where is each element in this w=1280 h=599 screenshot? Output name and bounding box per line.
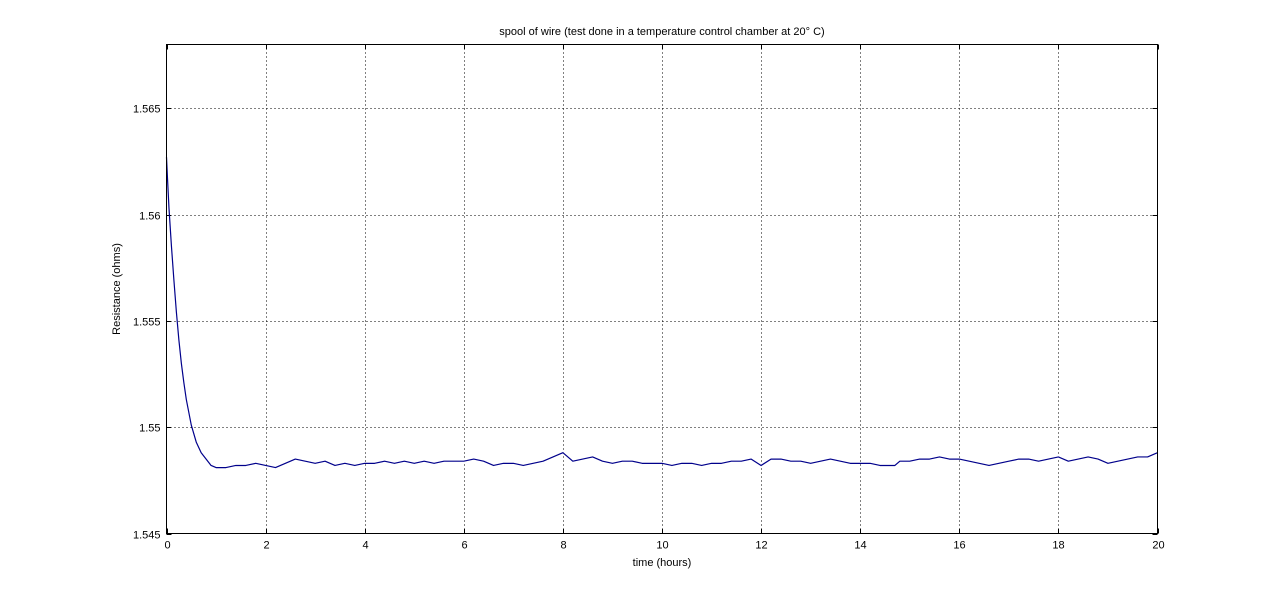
y-tick-label: 1.555	[133, 317, 161, 329]
plot-frame	[166, 44, 1158, 534]
y-axis-label: Resistance (ohms)	[111, 243, 123, 335]
x-tick-label: 8	[560, 540, 566, 552]
y-tick-label: 1.565	[133, 104, 161, 116]
y-tick-label: 1.545	[133, 530, 161, 542]
data-layer	[165, 157, 1158, 469]
tick-layer	[166, 44, 1159, 535]
x-tick-label: 20	[1152, 540, 1164, 552]
x-tick-label: 6	[461, 540, 467, 552]
x-tick-label: 14	[854, 540, 866, 552]
chart-title: spool of wire (test done in a temperatur…	[499, 26, 824, 38]
y-tick-label: 1.56	[139, 211, 160, 223]
x-tick-label: 18	[1052, 540, 1064, 552]
x-tick-label: 16	[953, 540, 965, 552]
x-tick-label: 10	[656, 540, 668, 552]
x-tick-label: 2	[263, 540, 269, 552]
x-tick-label: 12	[755, 540, 767, 552]
grid-layer	[166, 44, 1158, 534]
x-tick-label: 4	[362, 540, 368, 552]
x-axis-label: time (hours)	[633, 557, 692, 569]
label-layer: 0 2 4 6 8 10 12 14 16 18 20 1.545 1.55 1.555 1.56 1.565	[133, 104, 1165, 552]
x-tick-label: 0	[164, 540, 170, 552]
series-line	[165, 157, 1158, 469]
y-tick-label: 1.55	[139, 423, 160, 435]
